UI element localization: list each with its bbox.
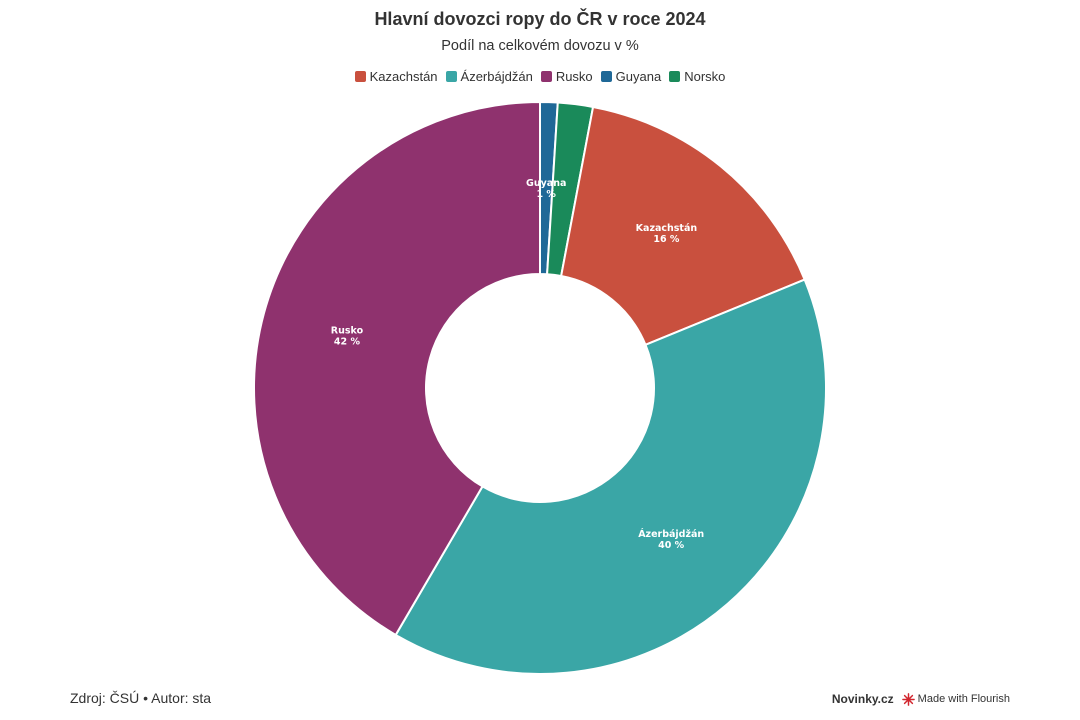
chart-legend: Kazachstán Ázerbájdžán Rusko Guyana Nors… — [0, 69, 1080, 84]
footer-credits: Novinky.cz Made with Flourish — [832, 692, 1010, 706]
legend-label: Guyana — [615, 69, 662, 84]
slice-label-value: 40 % — [658, 540, 685, 551]
donut-slice-azerbajdzan[interactable] — [394, 278, 827, 675]
source-note: Zdroj: ČSÚ • Autor: sta — [70, 690, 212, 706]
brand-logo[interactable]: Novinky.cz — [831, 692, 894, 706]
slice-label-name: Rusko — [331, 326, 364, 337]
donut-slice-rusko[interactable] — [253, 100, 541, 637]
slice-label-name: Kazachstán — [636, 223, 698, 234]
flourish-label: Made with Flourish — [917, 693, 1010, 705]
legend-label: Norsko — [684, 69, 726, 84]
legend-swatch — [669, 71, 681, 82]
legend-item-norsko[interactable]: Norsko — [669, 69, 725, 84]
chart-title: Hlavní dovozci ropy do ČR v roce 2024 — [374, 9, 706, 29]
chart-subtitle: Podíl na celkovém dovozu v % — [441, 38, 639, 54]
slice-label-name: Guyana — [526, 178, 566, 189]
legend-label: Rusko — [555, 69, 593, 84]
legend-swatch — [445, 71, 457, 82]
legend-item-kazachstan[interactable]: Kazachstán — [354, 69, 438, 84]
legend-label: Ázerbájdžán — [460, 69, 533, 84]
legend-swatch — [354, 71, 366, 82]
donut-slice-kazachstan[interactable] — [559, 105, 806, 347]
slice-label-value: 16 % — [653, 234, 680, 245]
legend-label: Kazachstán — [369, 69, 438, 84]
legend-item-guyana[interactable]: Guyana — [600, 69, 662, 84]
flourish-icon — [901, 692, 915, 706]
legend-swatch — [600, 71, 612, 82]
legend-item-azerbajdzan[interactable]: Ázerbájdžán — [445, 69, 533, 84]
flourish-credit[interactable]: Made with Flourish — [901, 692, 1010, 706]
legend-swatch — [540, 71, 552, 82]
slice-label-value: 1 % — [537, 189, 557, 200]
slice-label-value: 42 % — [334, 337, 361, 348]
legend-item-rusko[interactable]: Rusko — [540, 69, 593, 84]
slice-label-name: Ázerbájdžán — [638, 528, 704, 540]
